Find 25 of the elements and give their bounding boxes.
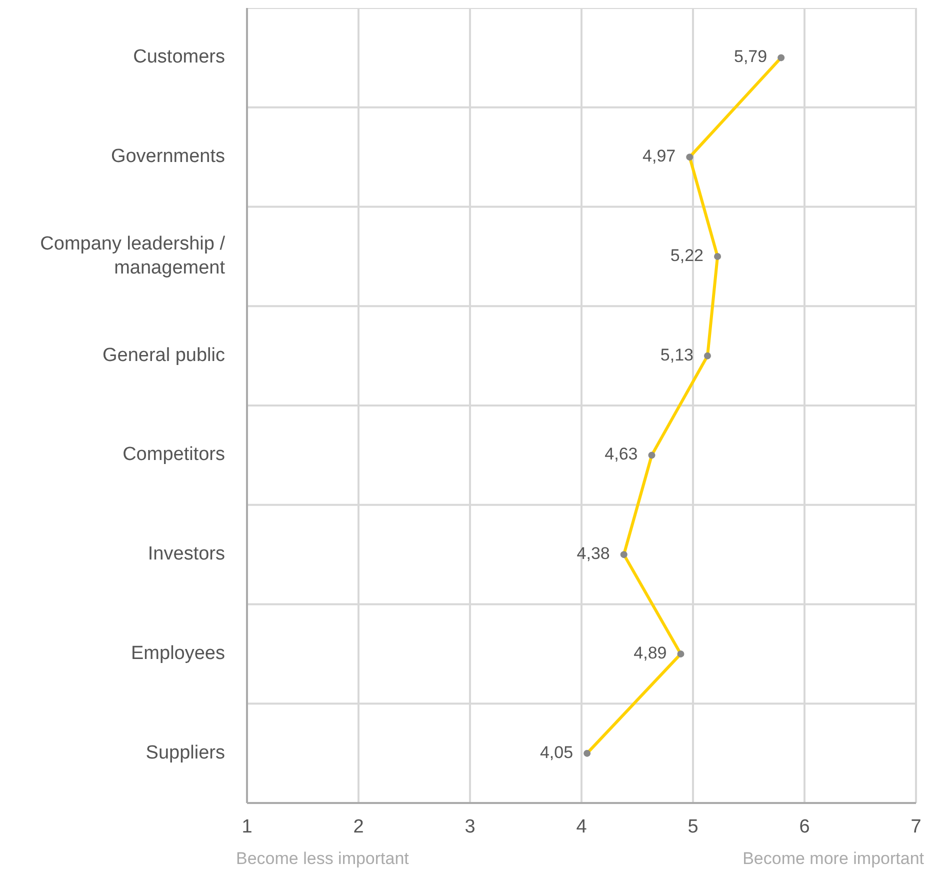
text: Become more important xyxy=(742,849,924,869)
data-label: 4,97 xyxy=(642,146,676,166)
data-label: 5,13 xyxy=(660,345,694,364)
x-tick-label: 1 xyxy=(242,816,252,838)
text: Become less important xyxy=(236,849,409,869)
y-tick-label: Employees xyxy=(131,642,225,664)
x-tick-label: 3 xyxy=(464,816,476,838)
data-label: 5,22 xyxy=(670,246,704,265)
data-label: 4,89 xyxy=(634,643,667,662)
y-tick-label: Governments xyxy=(110,146,225,168)
data-label: 4,63 xyxy=(604,444,638,464)
y-tick-label: Company leadership / management xyxy=(40,233,226,278)
x-tick-label: 7 xyxy=(910,816,922,838)
x-tick-label: 6 xyxy=(799,816,810,838)
data-label: 4,38 xyxy=(576,544,610,564)
x-tick-label: 5 xyxy=(688,816,698,838)
data-label: 5,79 xyxy=(734,47,768,66)
x-tick-label: 2 xyxy=(353,816,364,838)
y-tick-label: Competitors xyxy=(122,444,225,466)
y-tick-label: Customers xyxy=(133,46,225,68)
x-tick-label: 4 xyxy=(576,816,588,838)
y-tick-label: Suppliers xyxy=(146,742,225,764)
y-tick-label: Investors xyxy=(148,544,225,565)
data-label: 4,05 xyxy=(540,742,574,762)
y-tick-label: General public xyxy=(102,344,225,366)
